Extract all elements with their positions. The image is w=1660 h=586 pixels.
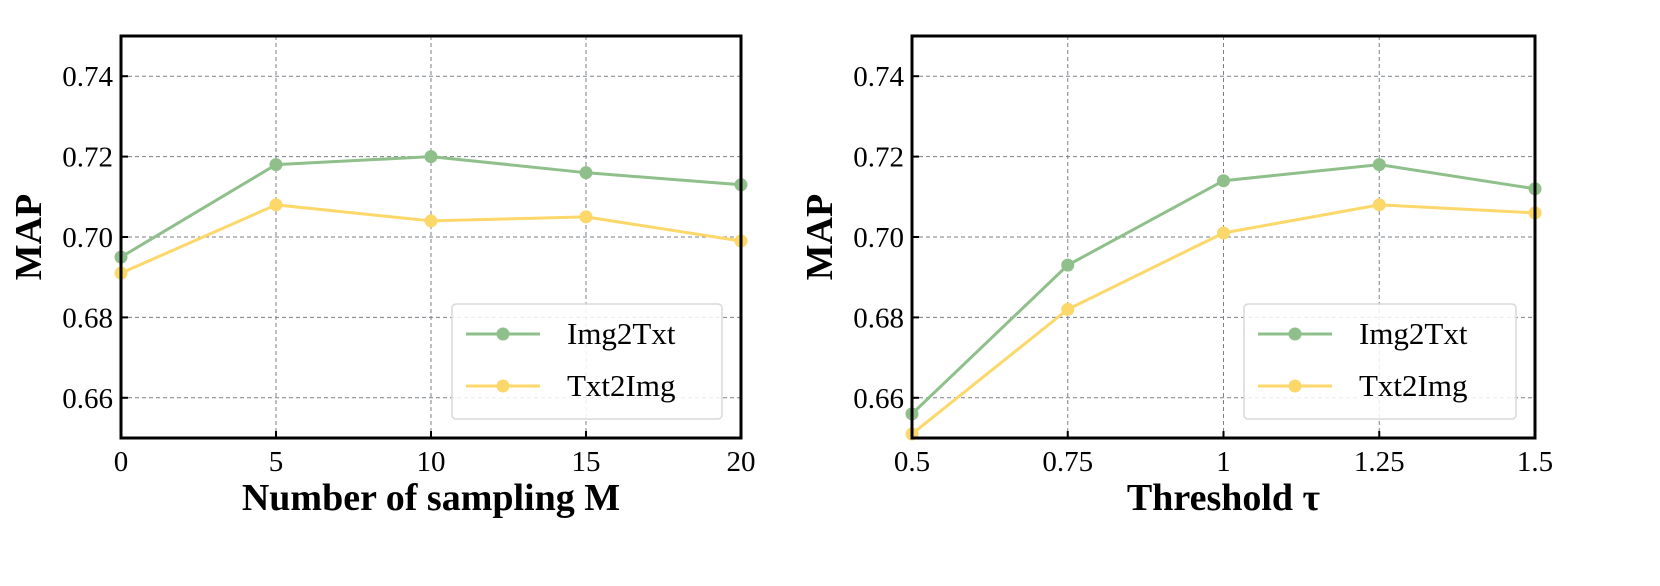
x-axis-title: Number of sampling M bbox=[242, 477, 620, 519]
legend-label: Txt2Img bbox=[567, 368, 676, 403]
x-tick-label: 5 bbox=[269, 446, 284, 478]
data-point-img2txt bbox=[1061, 258, 1075, 272]
x-tick-label: 0 bbox=[114, 446, 129, 478]
data-point-txt2img bbox=[579, 210, 593, 224]
data-point-txt2img bbox=[1372, 198, 1386, 212]
x-tick-label: 1.25 bbox=[1354, 446, 1405, 478]
y-axis-title: MAP bbox=[799, 194, 841, 281]
x-tick-label: 10 bbox=[417, 446, 446, 478]
legend: Img2Txt Txt2Img bbox=[1243, 303, 1517, 420]
data-point-img2txt bbox=[1217, 174, 1230, 188]
y-tick-label: 0.66 bbox=[62, 383, 113, 415]
legend: Img2Txt Txt2Img bbox=[451, 303, 723, 420]
legend-swatch-marker bbox=[496, 327, 510, 341]
x-tick-label: 0.5 bbox=[894, 446, 930, 478]
legend-swatch-marker bbox=[496, 379, 510, 393]
legend-label: Img2Txt bbox=[1359, 316, 1468, 351]
legend-label: Txt2Img bbox=[1359, 368, 1468, 403]
y-tick-label: 0.74 bbox=[853, 61, 904, 93]
x-tick-label: 0.75 bbox=[1042, 446, 1093, 478]
legend-swatch-marker bbox=[1288, 379, 1302, 393]
y-tick-label: 0.70 bbox=[853, 222, 904, 254]
legend-label: Img2Txt bbox=[567, 316, 676, 351]
x-tick-label: 20 bbox=[727, 446, 756, 478]
chart-threshold-tau: 0.5 0.75 1 1.25 1.5 0.66 0.68 0.70 0.72 0.74 Thres… bbox=[799, 34, 1553, 519]
data-point-txt2img bbox=[424, 214, 438, 228]
y-axis-title: MAP bbox=[8, 194, 50, 281]
x-axis-title: Threshold τ bbox=[1127, 477, 1321, 519]
y-tick-label: 0.72 bbox=[62, 142, 113, 174]
data-point-txt2img bbox=[269, 198, 283, 212]
x-tick-label: 1.5 bbox=[1517, 446, 1553, 478]
data-point-img2txt bbox=[269, 158, 283, 172]
y-tick-label: 0.68 bbox=[62, 302, 113, 334]
y-tick-label: 0.68 bbox=[853, 302, 904, 334]
legend-swatch-marker bbox=[1288, 327, 1302, 341]
y-tick-label: 0.74 bbox=[62, 61, 113, 93]
chart-sampling-m: 0 5 10 15 20 0.66 0.68 0.70 0.72 0.74 Number of sa… bbox=[8, 34, 756, 519]
x-tick-label: 15 bbox=[572, 446, 601, 478]
data-point-img2txt bbox=[1372, 158, 1386, 172]
y-tick-label: 0.72 bbox=[853, 142, 904, 174]
y-tick-label: 0.70 bbox=[62, 222, 113, 254]
data-point-img2txt bbox=[424, 150, 438, 164]
data-point-txt2img bbox=[1217, 226, 1230, 240]
x-tick-label: 1 bbox=[1216, 446, 1231, 478]
data-point-img2txt bbox=[579, 166, 593, 180]
y-tick-label: 0.66 bbox=[853, 383, 904, 415]
data-point-txt2img bbox=[1061, 302, 1075, 316]
